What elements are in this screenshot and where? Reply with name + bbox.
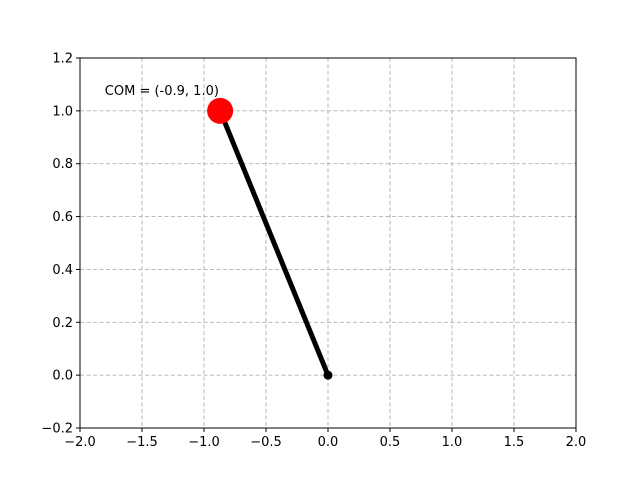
link-line (217, 109, 331, 377)
y-tick-label: 0.8 (52, 157, 73, 172)
y-tick-label: 0.6 (52, 210, 73, 225)
x-tick-label: −1.5 (126, 435, 158, 450)
y-tick-label: 1.0 (52, 104, 73, 119)
y-tick-label: −0.2 (41, 422, 73, 437)
x-tick-label: −2.0 (64, 435, 96, 450)
data-layer (207, 97, 333, 380)
x-tick-label: 2.0 (566, 435, 587, 450)
ticks: −2.0 −1.5 −1.0 −0.5 0.0 0.5 1.0 1.5 2.0 −0.2 0.0 0.… (41, 52, 586, 451)
x-tick-label: −1.0 (188, 435, 220, 450)
x-tick-label: 1.0 (442, 435, 463, 450)
y-tick-label: 0.4 (52, 263, 73, 278)
y-tick-label: 1.2 (52, 52, 73, 67)
x-tick-label: 0.0 (318, 435, 339, 450)
x-tick-label: −0.5 (250, 435, 282, 450)
x-tick-label: 0.5 (380, 435, 401, 450)
y-tick-label: 0.2 (52, 316, 73, 331)
pivot-marker (323, 370, 333, 380)
com-annotation: COM = (-0.9, 1.0) (105, 84, 219, 99)
x-tick-label: 1.5 (504, 435, 525, 450)
com-marker (207, 97, 234, 124)
y-tick-label: 0.0 (52, 369, 73, 384)
